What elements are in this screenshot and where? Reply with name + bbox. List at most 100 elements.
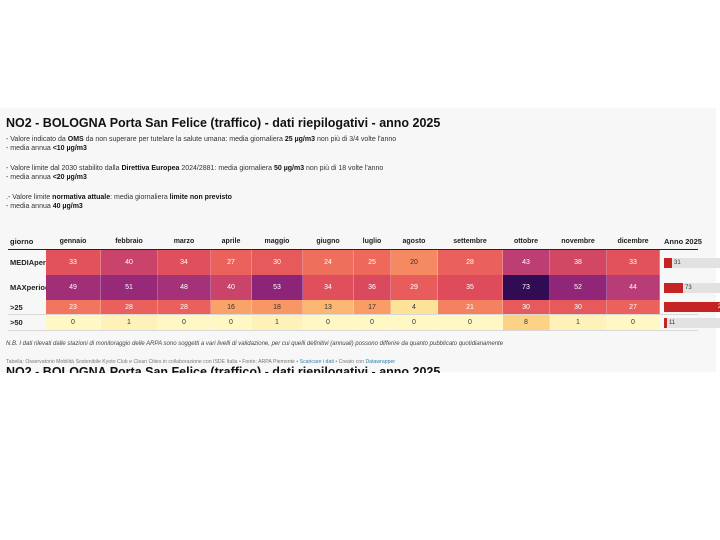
cut-off-title: NO2 - BOLOGNA Porta San Felice (traffico… [6, 365, 441, 373]
heat-cell: 24 [303, 250, 354, 275]
heat-cell: 49 [46, 275, 101, 300]
validation-note: N.B. I dati rilevati dalle stazioni di m… [6, 341, 504, 347]
table-row: >50 0 1 0 0 1 0 0 0 0 8 1 0 11 [8, 315, 720, 331]
heat-cell: 20 [391, 250, 438, 275]
chart-card: NO2 - BOLOGNA Porta San Felice (traffico… [0, 108, 720, 372]
heat-cell: 0 [607, 315, 660, 330]
heat-cell: 40 [211, 275, 252, 300]
heat-cell: 34 [158, 250, 211, 275]
month-header-ottobre: ottobre [503, 233, 550, 249]
current-line-2: - media annua 40 µg/m3 [6, 203, 83, 210]
row-label-line-1: >50 [10, 318, 23, 327]
month-header-aprile: aprile [211, 233, 252, 249]
annual-bar-cell: 73 [660, 275, 720, 300]
annual-bar-label: 255 [717, 304, 720, 310]
row-label-line-1: MAX [10, 283, 27, 292]
heat-cell: 0 [391, 315, 438, 330]
heat-cell: 1 [252, 315, 303, 330]
annual-bar-label: 73 [685, 284, 692, 291]
month-header-luglio: luglio [354, 233, 391, 249]
month-header-gennaio: gennaio [46, 233, 101, 249]
heat-cell: 33 [607, 250, 660, 275]
heat-cell: 13 [303, 300, 354, 314]
annual-bar [664, 317, 667, 328]
summary-table: giorno gennaio febbraio marzo aprile maggio gi… [8, 233, 720, 331]
heat-cell: 29 [391, 275, 438, 300]
annual-bar [664, 302, 720, 312]
header-giorno: giorno [10, 236, 34, 246]
current-line-1: .- Valore limite normativa attuale: medi… [6, 194, 232, 201]
heat-cell: 53 [252, 275, 303, 300]
row-label-line-1: MEDIA [10, 258, 35, 267]
annual-bar-track: 31 [664, 257, 720, 268]
heat-cell: 30 [503, 300, 550, 314]
chart-title: NO2 - BOLOGNA Porta San Felice (traffico… [6, 116, 441, 130]
heat-cell: 0 [158, 315, 211, 330]
heat-cell: 36 [354, 275, 391, 300]
heat-cell: 44 [607, 275, 660, 300]
download-data-link[interactable]: Scaricare i dati [299, 359, 334, 365]
heat-cell: 48 [158, 275, 211, 300]
annual-bar-track: 73 [664, 282, 720, 293]
heat-cell: 0 [46, 315, 101, 330]
month-header-febbraio: febbraio [101, 233, 158, 249]
month-header-marzo: marzo [158, 233, 211, 249]
heat-cell: 8 [503, 315, 550, 330]
heat-cell: 30 [550, 300, 607, 314]
oms-line-1: - Valore indicato da OMS da non superare… [6, 136, 397, 143]
heat-cell: 1 [101, 315, 158, 330]
row-label-line-1: >25 [10, 302, 23, 312]
annual-bar-label: 11 [669, 319, 676, 326]
heat-cell: 35 [438, 275, 503, 300]
heat-cell: 40 [101, 250, 158, 275]
heat-cell: 16 [211, 300, 252, 314]
datawrapper-link[interactable]: Datawrapper [365, 359, 396, 365]
heat-cell: 73 [503, 275, 550, 300]
annual-bar-cell: 31 [660, 250, 720, 275]
heat-cell: 27 [607, 300, 660, 314]
annual-bar-track: 255 [664, 302, 720, 312]
row-label-line-2: periodo [26, 283, 55, 292]
heat-cell: 28 [438, 250, 503, 275]
month-header-agosto: agosto [391, 233, 438, 249]
row-label: MAX periodo [8, 275, 54, 300]
heat-cell: 0 [211, 315, 252, 330]
month-header-settembre: settembre [438, 233, 503, 249]
heat-cell: 51 [101, 275, 158, 300]
heat-cell: 1 [550, 315, 607, 330]
heat-cell: 33 [46, 250, 101, 275]
eu-line-1: - Valore limite dal 2030 stabilito dalla… [6, 165, 384, 172]
heat-cell: 28 [158, 300, 211, 314]
row-label: MEDIAperiodo [8, 250, 62, 275]
row-label: >25 [8, 300, 46, 314]
table-row: MAX periodo 49 51 48 40 53 34 36 29 35 73 52 44 73 [8, 275, 720, 300]
table-header-row: giorno gennaio febbraio marzo aprile maggio gi… [8, 233, 702, 250]
heat-cell: 27 [211, 250, 252, 275]
heat-cell: 34 [303, 275, 354, 300]
heat-cell: 21 [438, 300, 503, 314]
heat-cell: 0 [303, 315, 354, 330]
annual-bar-label: 31 [674, 259, 681, 266]
heat-cell: 4 [391, 300, 438, 314]
eu-line-2: - media annua <20 µg/m3 [6, 174, 87, 181]
month-header-maggio: maggio [252, 233, 303, 249]
source-footer: Tabella: Osservatorio Mobilità Sostenibi… [6, 359, 396, 365]
annual-bar-cell: 255 [660, 300, 720, 314]
month-header-dicembre: dicembre [607, 233, 660, 249]
heat-cell: 18 [252, 300, 303, 314]
header-anno: Anno 2025 [664, 236, 702, 246]
heat-cell: 28 [101, 300, 158, 314]
heat-cell: 17 [354, 300, 391, 314]
heat-cell: 43 [503, 250, 550, 275]
oms-line-2: - media annua <10 µg/m3 [6, 145, 87, 152]
heat-cell: 25 [354, 250, 391, 275]
annual-bar [664, 257, 672, 268]
heat-cell: 0 [438, 315, 503, 330]
heat-cell: 38 [550, 250, 607, 275]
heat-cell: 30 [252, 250, 303, 275]
heat-cell: 0 [354, 315, 391, 330]
annual-bar [664, 282, 683, 293]
heat-cell: 52 [550, 275, 607, 300]
heat-cell: 23 [46, 300, 101, 314]
table-row: MEDIAperiodo33403427302425202843383331 [8, 250, 720, 275]
